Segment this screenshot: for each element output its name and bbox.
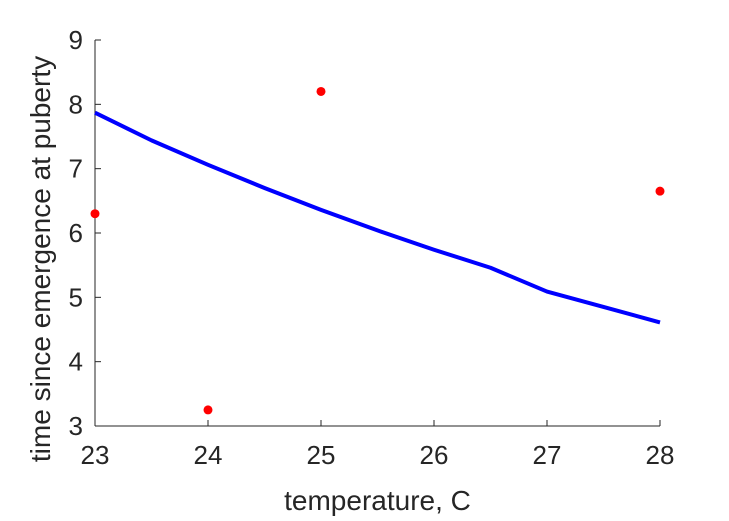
y-tick-label: 4 bbox=[69, 347, 83, 377]
fit-curve bbox=[94, 110, 661, 325]
x-tick-label: 28 bbox=[646, 440, 675, 470]
x-tick-label: 23 bbox=[81, 440, 110, 470]
x-tick-label: 27 bbox=[533, 440, 562, 470]
data-point bbox=[316, 86, 326, 96]
x-ticks: 23 24 25 26 27 28 bbox=[81, 420, 675, 470]
y-tick-label: 9 bbox=[69, 25, 83, 55]
y-tick-label: 8 bbox=[69, 89, 83, 119]
y-tick-label: 6 bbox=[69, 218, 83, 248]
y-tick-label: 7 bbox=[69, 154, 83, 184]
data-point bbox=[203, 405, 213, 415]
axes: 23 24 25 26 27 28 3 4 5 6 7 8 9 bbox=[69, 25, 675, 470]
data-point bbox=[90, 209, 100, 219]
x-axis-label: temperature, C bbox=[284, 485, 471, 516]
y-axis-label: time since emergence at puberty bbox=[25, 56, 56, 462]
y-tick-label: 5 bbox=[69, 282, 83, 312]
y-ticks: 3 4 5 6 7 8 9 bbox=[69, 25, 101, 441]
x-tick-label: 25 bbox=[307, 440, 336, 470]
data-point bbox=[655, 186, 665, 196]
y-tick-label: 3 bbox=[69, 411, 83, 441]
plot-area bbox=[90, 86, 665, 415]
x-tick-label: 26 bbox=[420, 440, 449, 470]
x-tick-label: 24 bbox=[194, 440, 223, 470]
